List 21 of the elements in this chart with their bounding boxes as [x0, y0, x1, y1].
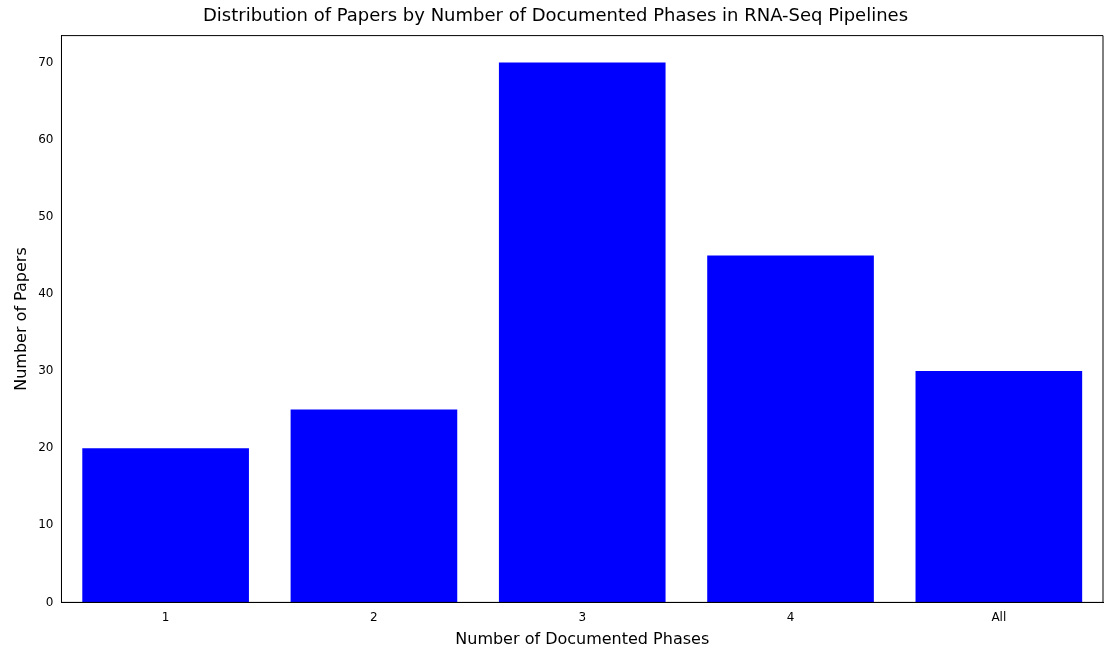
y-tick-label: 0	[45, 594, 54, 609]
y-tick-label: 20	[38, 440, 54, 455]
chart-title: Distribution of Papers by Number of Documented Phases in RNA-Seq Pipelines	[202, 4, 909, 26]
y-tick-label: 40	[38, 286, 54, 301]
x-tick-label: 1	[161, 609, 170, 624]
y-tick-label: 30	[38, 363, 54, 378]
bar	[498, 62, 666, 603]
x-tick-label: 4	[786, 609, 795, 624]
x-tick-label: 3	[578, 609, 587, 624]
x-tick-label: 2	[370, 609, 378, 624]
x-tick-label: All	[991, 609, 1007, 624]
x-axis-title: Number of Documented Phases	[455, 628, 710, 648]
bar	[915, 371, 1083, 603]
y-tick-label: 10	[38, 517, 54, 532]
bar	[707, 255, 874, 603]
bar	[290, 409, 458, 603]
bar	[82, 448, 249, 603]
y-tick-label: 70	[38, 54, 54, 69]
y-tick-label: 60	[38, 131, 54, 146]
y-axis-title: Number of Papers	[10, 247, 30, 391]
y-tick-label: 50	[38, 208, 54, 223]
